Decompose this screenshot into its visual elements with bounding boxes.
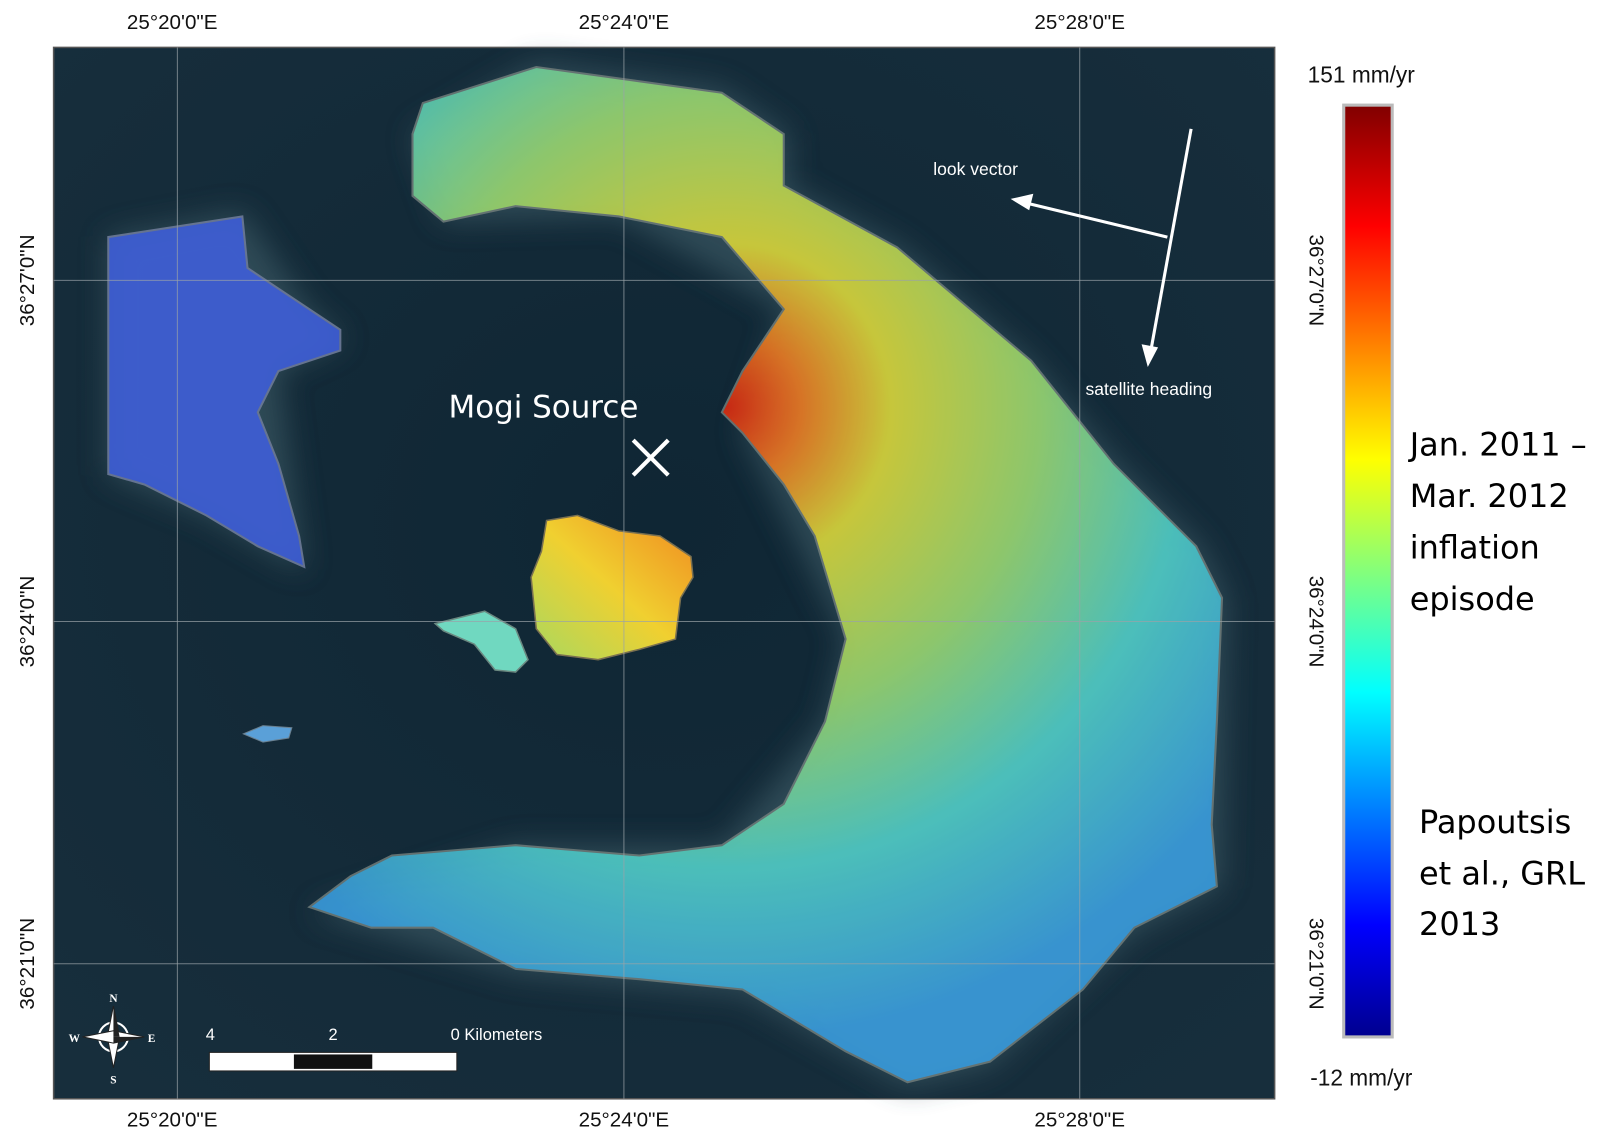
citation-line: Papoutsis <box>1419 803 1571 841</box>
episode-line: episode <box>1410 580 1535 618</box>
y-label-right: 36°24'0"N <box>1305 576 1328 668</box>
colorbar-min: -12 mm/yr <box>1310 1064 1412 1090</box>
compass-e: E <box>148 1033 156 1045</box>
episode-line: Jan. 2011 – <box>1408 426 1587 464</box>
x-label-bottom: 25°24'0"E <box>579 1109 670 1132</box>
colorbar <box>1344 105 1392 1037</box>
body: { "map": { "x_labels_top": ["25°20'0\"E"… <box>0 0 1617 1140</box>
episode-line: inflation <box>1410 529 1540 567</box>
x-label-top: 25°20'0"E <box>127 11 218 34</box>
figure: 25°20'0"E 25°24'0"E 25°28'0"E 25°20'0"E … <box>0 0 1617 1140</box>
compass-w: W <box>69 1033 81 1045</box>
colorbar-max: 151 mm/yr <box>1308 61 1416 87</box>
y-label-right: 36°21'0"N <box>1305 918 1328 1010</box>
x-label-top: 25°24'0"E <box>579 11 670 34</box>
citation-line: 2013 <box>1419 905 1500 943</box>
compass-n: N <box>109 993 118 1005</box>
scale-bar <box>209 1052 457 1071</box>
scale-label: 2 <box>329 1026 338 1044</box>
x-label-bottom: 25°28'0"E <box>1034 1109 1125 1132</box>
x-label-top: 25°28'0"E <box>1034 11 1125 34</box>
scale-label: 4 <box>206 1026 215 1044</box>
x-label-bottom: 25°20'0"E <box>127 1109 218 1132</box>
y-label-left: 36°21'0"N <box>16 918 39 1010</box>
y-label-left: 36°27'0"N <box>16 235 39 327</box>
page: html, body { margin: 0; padding: 0; back… <box>0 0 1617 1140</box>
satellite-heading-label: satellite heading <box>1085 379 1212 399</box>
compass-s: S <box>110 1074 116 1086</box>
look-vector-label: look vector <box>933 159 1018 179</box>
y-label-right: 36°27'0"N <box>1305 235 1328 327</box>
mogi-label: Mogi Source <box>449 389 639 425</box>
episode-line: Mar. 2012 <box>1410 477 1569 515</box>
y-label-left: 36°24'0"N <box>16 576 39 668</box>
citation-line: et al., GRL <box>1419 854 1585 892</box>
scale-label: 0 Kilometers <box>451 1026 543 1044</box>
